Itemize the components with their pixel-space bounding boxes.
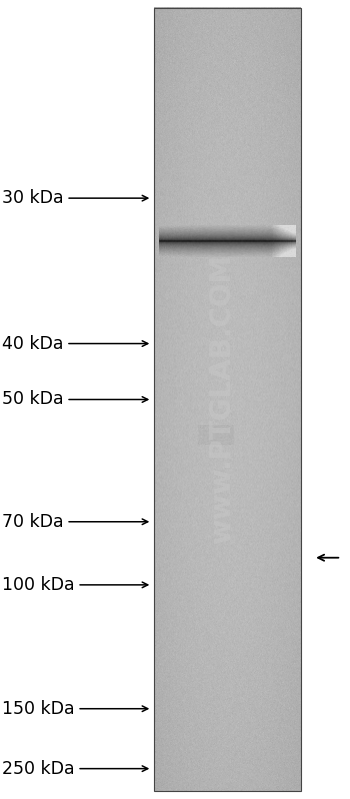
Text: 40 kDa: 40 kDa bbox=[2, 335, 148, 352]
Bar bbox=[154, 8, 301, 791]
Text: 250 kDa: 250 kDa bbox=[2, 760, 148, 777]
Text: 100 kDa: 100 kDa bbox=[2, 576, 148, 594]
Text: 150 kDa: 150 kDa bbox=[2, 700, 148, 718]
Text: 70 kDa: 70 kDa bbox=[2, 513, 148, 531]
Text: 30 kDa: 30 kDa bbox=[2, 189, 148, 207]
Text: www.PTGLAB.COM: www.PTGLAB.COM bbox=[208, 255, 236, 544]
Text: 50 kDa: 50 kDa bbox=[2, 391, 148, 408]
